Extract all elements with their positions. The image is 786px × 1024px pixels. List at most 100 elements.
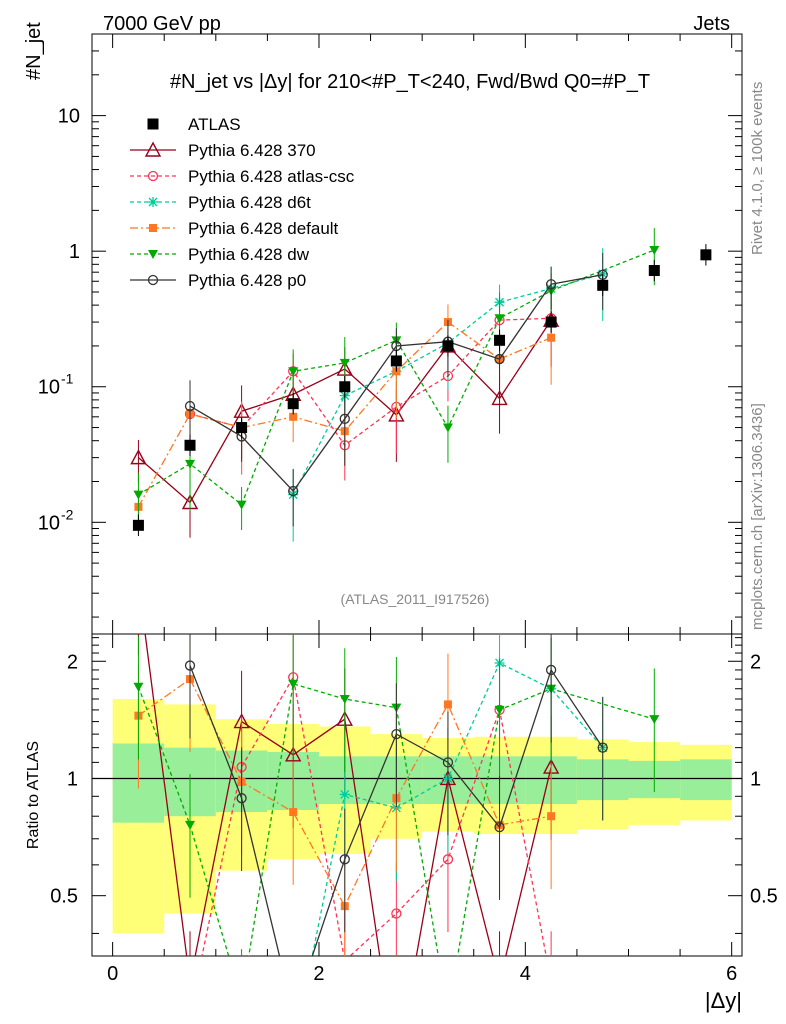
series-5-ratio-point: [236, 793, 247, 804]
series-1-ratio-point: [186, 1008, 195, 1017]
atlas-point: [442, 340, 454, 352]
series-4-point: [185, 459, 196, 469]
atlas-point: [597, 279, 609, 291]
series-5-ratio-point: [391, 728, 402, 740]
rivet-label: Rivet 4.1.0, ≥ 100k events: [749, 82, 766, 255]
y-tick-label: 10: [38, 512, 60, 534]
series-3-point: [547, 333, 556, 342]
series-1-ratio-point: [391, 908, 402, 919]
legend-label: Pythia 6.428 default: [188, 219, 339, 238]
legend-label: Pythia 6.428 dw: [188, 245, 310, 264]
atlas-point: [184, 439, 196, 451]
legend-marker: [147, 170, 159, 182]
chart-title: #N_jet vs |Δy| for 210<#P_T<240, Fwd/Bwd…: [170, 71, 650, 93]
series-3-ratio-point: [289, 808, 298, 817]
series-4-ratio-point: [443, 1009, 453, 1018]
series-3-point: [289, 412, 298, 421]
series-5-ratio-point: [494, 821, 505, 833]
series-4-point: [236, 500, 247, 510]
atlas-point: [287, 398, 299, 410]
series-0-ratio-point: [493, 975, 507, 988]
series-3-line: [137, 321, 552, 508]
series-1-ratio-point: [343, 955, 347, 956]
series-0-ratio-point: [131, 575, 145, 588]
series-5-ratio: [184, 634, 608, 1017]
legend-marker: [144, 141, 162, 157]
ratio-tick-label: 0.5: [50, 886, 78, 908]
series-1-line: [189, 317, 552, 447]
uncertainty-bands: [92, 699, 742, 934]
y-tick-exponent: -2: [61, 506, 74, 522]
series-4-point: [494, 314, 505, 324]
series-5-ratio-point: [597, 742, 608, 753]
legend-marker: [147, 118, 159, 130]
ratio-panel: Ratio to ATLAS: [25, 633, 743, 957]
legend-label: ATLAS: [188, 115, 241, 134]
series-4-point: [442, 423, 453, 433]
series-5-point: [288, 485, 299, 497]
x-tick-label: 0: [107, 963, 118, 985]
x-tick-label: 2: [313, 963, 324, 985]
mcplots-label: mcplots.cern.ch [arXiv:1306.3436]: [749, 403, 766, 630]
series-5-ratio-point: [184, 660, 196, 671]
legend-marker: [149, 224, 157, 232]
x-tick-label: 4: [520, 963, 531, 985]
category-label: Jets: [693, 13, 730, 35]
y-tick-label: 10: [58, 106, 80, 128]
series-4-ratio-point: [339, 695, 350, 705]
series-4-point: [288, 367, 299, 377]
series-4-point: [133, 490, 144, 500]
x-tick-label: 6: [726, 963, 737, 985]
ratio-tick-label: 0.5: [750, 886, 778, 908]
series-1-ratio-point: [442, 854, 454, 865]
legend-marker: [147, 274, 159, 286]
series-4-line: [138, 249, 655, 506]
y-tick-label: 1: [69, 241, 80, 263]
ratio-tick-label: 2: [750, 651, 761, 673]
series-5-point: [494, 353, 505, 365]
ratio-tick-label: 1: [750, 768, 761, 790]
series-4-ratio-point: [237, 996, 247, 1005]
y-tick-label: 10: [38, 377, 60, 399]
atlas-point: [494, 334, 506, 346]
series-5-point: [184, 400, 196, 412]
atlas-point: [236, 422, 248, 434]
series-3-ratio-line: [138, 678, 552, 908]
series-0-point: [130, 449, 147, 465]
series-5-point: [339, 413, 350, 424]
series-4-ratio-point: [288, 679, 299, 689]
series-4-ratio-point: [185, 820, 196, 830]
atlas-point: [132, 519, 144, 531]
series-5-ratio-point: [289, 1008, 298, 1017]
data-layer: [132, 244, 712, 537]
ratio-tick-label: 2: [67, 651, 78, 673]
series-4-ratio-point: [494, 705, 505, 715]
y-axis-label: #N_jet: [23, 22, 45, 80]
series-4-point: [339, 358, 350, 368]
atlas-point: [648, 265, 660, 277]
y-tick-exponent: -1: [61, 371, 74, 387]
legend-marker: [148, 197, 158, 207]
series-0-ratio-point: [183, 975, 197, 988]
ratio-tick-label: 1: [67, 768, 78, 790]
series-0-ratio-point: [285, 746, 302, 762]
x-axis-label: |Δy|: [705, 988, 742, 1013]
legend-label: Pythia 6.428 370: [188, 141, 316, 160]
series-2-ratio-point: [339, 789, 350, 800]
legend-label: Pythia 6.428 p0: [188, 271, 306, 290]
atlas-point: [390, 355, 402, 367]
legend: ATLAS Pythia 6.428 370 Pythia 6.428 atlas-…: [130, 115, 355, 290]
series-3-ratio-point: [547, 812, 556, 821]
ratio-axis-label: Ratio to ATLAS: [25, 741, 42, 849]
series-5-ratio-point: [442, 757, 454, 768]
legend-label: Pythia 6.428 d6t: [188, 193, 311, 212]
energy-label: 7000 GeV pp: [103, 13, 221, 35]
series-5-point: [545, 279, 557, 290]
series-1-ratio-point: [547, 978, 556, 987]
main-panel: (ATLAS_2011_I917526) #N_jet vs |Δy| for …: [23, 22, 743, 635]
series-5-ratio-point: [545, 664, 557, 676]
analysis-label: (ATLAS_2011_I917526): [341, 591, 490, 607]
series-5-ratio-point: [339, 854, 350, 865]
